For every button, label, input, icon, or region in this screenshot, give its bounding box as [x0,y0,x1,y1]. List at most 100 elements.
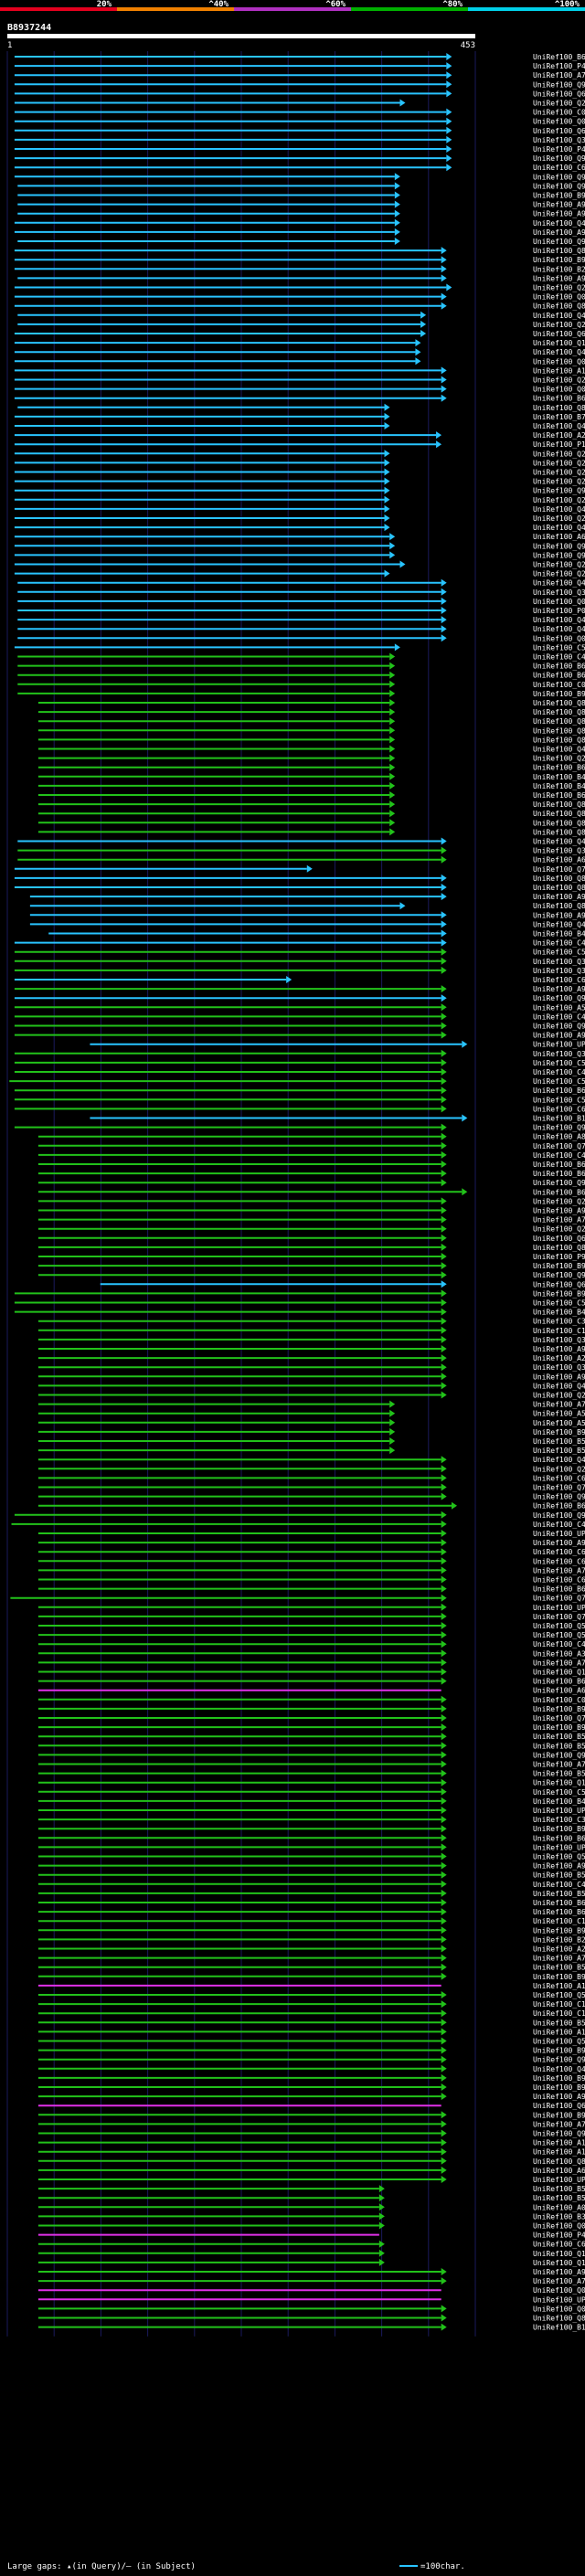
hit-label[interactable]: UniRef100_A1WDA4 [533,2028,585,2036]
hit-label[interactable]: UniRef100_B5S3A3 [533,1964,585,1972]
hit-label[interactable]: UniRef100_B9HLL0 [533,1825,585,1833]
hit-label[interactable]: UniRef100_Q42412 [533,1382,585,1390]
hit-label[interactable]: UniRef100_P49311 [533,145,585,154]
hit-label[interactable]: UniRef100_Q5KD56 [533,1622,585,1630]
hit-label[interactable]: UniRef100_C5XTX7 [533,949,585,957]
hit-label[interactable]: UniRef100_Q22653 [533,514,585,523]
hit-label[interactable]: UniRef100_C1BJ24 [533,2000,585,2009]
hit-label[interactable]: UniRef100_Q1LYU9 [533,2250,585,2258]
hit-label[interactable]: UniRef100_B6TDT8 [533,764,585,772]
hit-label[interactable]: UniRef100_Q7ZYV6 [533,1714,585,1723]
hit-label[interactable]: UniRef100_Q38M49 [533,1050,585,1058]
hit-label[interactable]: UniRef100_B6SIF0 [533,1585,585,1594]
hit-label[interactable]: UniRef100_Q94IN8 [533,1493,585,1501]
hit-label[interactable]: UniRef100_Q8S2Z2 [533,717,585,726]
hit-label[interactable]: UniRef100_C0P2Q6 [533,1696,585,1704]
hit-label[interactable]: UniRef100_B6TUC4 [533,1502,585,1511]
hit-label[interactable]: UniRef100_B2WD87 [533,1935,585,1944]
hit-label[interactable]: UniRef100_A7Y1P0 [533,2120,585,2128]
hit-label[interactable]: UniRef100_Q1G9W0 [533,1779,585,1787]
hit-label[interactable]: UniRef100_B5S2E8 [533,2185,585,2193]
hit-label[interactable]: UniRef100_Q9FUD5 [533,542,585,550]
hit-label[interactable]: UniRef100_C6TJP6 [533,1576,585,1585]
hit-label[interactable]: UniRef100_B9N059 [533,2111,585,2119]
hit-label[interactable]: UniRef100_A7PHY0 [533,1566,585,1574]
hit-label[interactable]: UniRef100_Q41453 [533,625,585,633]
hit-label[interactable]: UniRef100_A5B074 [533,1419,585,1427]
hit-label[interactable]: UniRef100_Q10FE7 [533,339,585,347]
hit-label[interactable]: UniRef100_Q0KIW2 [533,386,585,394]
hit-label[interactable]: UniRef100_A9R5Q8 [533,2093,585,2101]
hit-label[interactable]: UniRef100_Q9SP10 [533,173,585,181]
hit-label[interactable]: UniRef100_C4M6L7 [533,939,585,948]
hit-label[interactable]: UniRef100_Q9M5Y0 [533,487,585,495]
hit-label[interactable]: UniRef100_C1ZIK1 [533,1917,585,1925]
hit-label[interactable]: UniRef100_B6T5W0 [533,791,585,800]
hit-label[interactable]: UniRef100_B6TFL2 [533,1087,585,1095]
hit-label[interactable]: UniRef100_C0HED8 [533,681,585,689]
hit-label[interactable]: UniRef100_Q2QS61 [533,376,585,385]
hit-label[interactable]: UniRef100_Q40567 [533,312,585,320]
hit-label[interactable]: UniRef100_Q2V814 [533,1465,585,1473]
hit-label[interactable]: UniRef100_Q7FZX8 [533,1484,585,1492]
hit-label[interactable]: UniRef100_C3KJH9 [533,1816,585,1824]
hit-label[interactable]: UniRef100_Q41472 [533,505,585,514]
hit-label[interactable]: UniRef100_B2YKT9 [533,265,585,273]
hit-label[interactable]: UniRef100_A7EC48 [533,1761,585,1769]
hit-label[interactable]: UniRef100_Q01FI5 [533,357,585,366]
hit-label[interactable]: UniRef100_UPI000... [533,1807,585,1815]
hit-label[interactable]: UniRef100_B6SHT5 [533,663,585,671]
hit-label[interactable]: UniRef100_Q3E9N6 [533,847,585,855]
hit-label[interactable]: UniRef100_B9QDX8 [533,1289,585,1298]
hit-label[interactable]: UniRef100_B9SLQ3 [533,256,585,264]
hit-label[interactable]: UniRef100_Q93XH4 [533,1023,585,1031]
hit-label[interactable]: UniRef100_Q8S2Y5 [533,699,585,707]
hit-label[interactable]: UniRef100_C6T2P6 [533,1105,585,1113]
hit-label[interactable]: UniRef100_Q8S2Y3 [533,726,585,735]
hit-label[interactable]: UniRef100_B5DD25 [533,1437,585,1446]
hit-label[interactable]: UniRef100_A1VWW4 [533,2139,585,2147]
hit-label[interactable]: UniRef100_A7QJF1 [533,1659,585,1667]
hit-label[interactable]: UniRef100_Q22390 [533,561,585,569]
hit-label[interactable]: UniRef100_Q8LPB1 [533,884,585,892]
hit-label[interactable]: UniRef100_C5Y5Y6 [533,643,585,652]
hit-label[interactable]: UniRef100_A9NGT3 [533,1207,585,1215]
hit-label[interactable]: UniRef100_A9NMH2 [533,1373,585,1381]
hit-label[interactable]: UniRef100_Q3E9M7 [533,588,585,597]
hit-label[interactable]: UniRef100_B6U1V0 [533,395,585,403]
hit-label[interactable]: UniRef100_Q9W3N2 [533,1179,585,1187]
hit-label[interactable]: UniRef100_B6T2S5 [533,1899,585,1907]
hit-label[interactable]: UniRef100_A9PIS6 [533,1862,585,1871]
hit-label[interactable]: UniRef100_C4J8X1 [533,1012,585,1021]
hit-label[interactable]: UniRef100_B9HBM9 [533,192,585,200]
hit-label[interactable]: UniRef100_Q40425 [533,219,585,228]
hit-label[interactable]: UniRef100_Q3E9N5 [533,958,585,966]
hit-label[interactable]: UniRef100_C1BM84 [533,2009,585,2018]
hit-label[interactable]: UniRef100_B4FEP7 [533,1309,585,1317]
hit-label[interactable]: UniRef100_Q9M5Y7 [533,2056,585,2064]
hit-label[interactable]: UniRef100_Q41518 [533,579,585,588]
hit-label[interactable]: UniRef100_Q8S2Y7 [533,902,585,910]
hit-label[interactable]: UniRef100_Q8S2X5 [533,828,585,836]
hit-label[interactable]: UniRef100_Q94IM9 [533,1271,585,1279]
hit-label[interactable]: UniRef100_A9PIZ6 [533,201,585,209]
hit-label[interactable]: UniRef100_B9Y3V4 [533,2083,585,2092]
hit-label[interactable]: UniRef100_C6T3M5 [533,1557,585,1565]
hit-label[interactable]: UniRef100_Q22384 [533,450,585,458]
hit-label[interactable]: UniRef100_Q6F6T5 [533,127,585,135]
hit-label[interactable]: UniRef100_C6S5W0 [533,1474,585,1482]
hit-label[interactable]: UniRef100_Q24194 [533,496,585,504]
hit-label[interactable]: UniRef100_Q24106 [533,321,585,329]
hit-label[interactable]: UniRef100_Q8LPB0 [533,2157,585,2166]
hit-label[interactable]: UniRef100_Q1EAN5 [533,1669,585,1677]
hit-label[interactable]: UniRef100_Q8LDS0 [533,1244,585,1252]
hit-label[interactable]: UniRef100_B5ZBU9 [533,1770,585,1778]
hit-label[interactable]: UniRef100_A8MRQ4 [533,1133,585,1141]
hit-label[interactable]: UniRef100_Q7G5M7 [533,865,585,874]
hit-label[interactable]: UniRef100_Q6YNS1 [533,90,585,98]
hit-label[interactable]: UniRef100_Q9VY11 [533,2130,585,2138]
hit-label[interactable]: UniRef100_Q40070 [533,524,585,532]
hit-label[interactable]: UniRef100_A7BL79 [533,1955,585,1963]
hit-label[interactable]: UniRef100_A1BQ81 [533,366,585,375]
hit-label[interactable]: UniRef100_Q8S2X6 [533,736,585,744]
